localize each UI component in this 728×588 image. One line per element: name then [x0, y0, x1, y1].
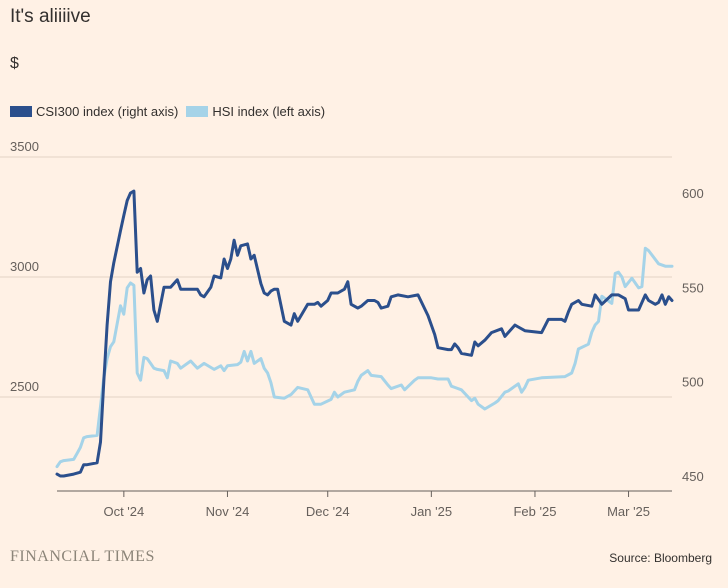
gridlines [0, 156, 672, 398]
x-tick-label: Feb '25 [513, 504, 556, 519]
left-tick-label: 3000 [10, 259, 39, 274]
chart-title: It's aliiiive [10, 6, 91, 27]
series-line-hsi [55, 246, 674, 469]
series-lines [55, 189, 674, 478]
x-tick-label: Nov '24 [206, 504, 250, 519]
left-axis-labels: 2500 3000 3500 [10, 139, 39, 394]
right-tick-label: 500 [682, 375, 704, 390]
legend-label-csi300: CSI300 index (right axis) [36, 104, 179, 119]
legend-swatch-csi300 [10, 106, 32, 117]
x-tick-label: Jan '25 [411, 504, 453, 519]
source-note: Source: Bloomberg [609, 551, 712, 565]
legend-item-hsi: HSI index (left axis) [186, 104, 325, 119]
unit-label: $ [10, 55, 19, 72]
right-tick-label: 600 [682, 186, 704, 201]
x-tick-label: Mar '25 [607, 504, 650, 519]
left-tick-label: 3500 [10, 139, 39, 154]
right-tick-label: 450 [682, 469, 704, 484]
legend-swatch-hsi [186, 106, 209, 117]
x-tick-label: Oct '24 [103, 504, 144, 519]
brand-logo: FINANCIAL TIMES [10, 548, 155, 565]
right-tick-label: 550 [682, 280, 704, 295]
legend: CSI300 index (right axis) HSI index (lef… [10, 104, 333, 119]
right-axis-labels: 450 500 550 600 [682, 186, 704, 484]
left-tick-label: 2500 [10, 379, 39, 394]
x-tick-label: Dec '24 [306, 504, 350, 519]
x-axis: Oct '24 Nov '24 Dec '24 Jan '25 Feb '25 Mar '… [57, 490, 672, 519]
legend-item-csi300: CSI300 index (right axis) [10, 104, 178, 119]
legend-label-hsi: HSI index (left axis) [212, 104, 326, 119]
series-line-csi300 [55, 189, 674, 478]
